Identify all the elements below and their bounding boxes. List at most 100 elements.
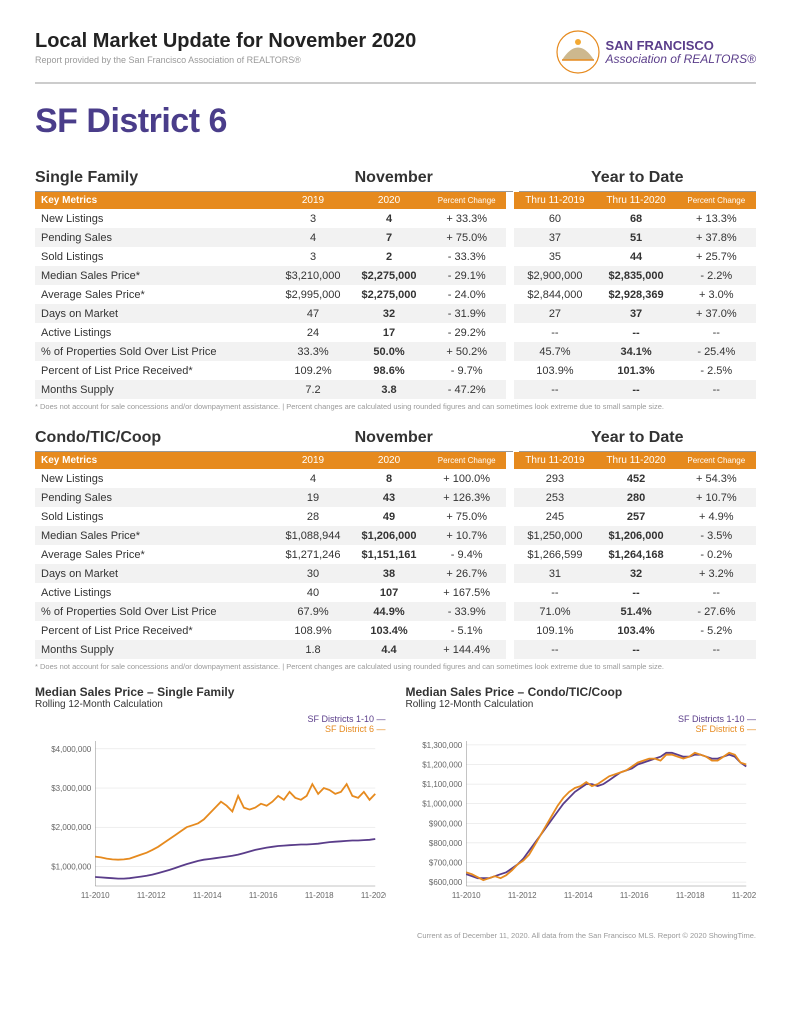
metric-name: Months Supply — [35, 380, 275, 399]
cell: -- — [677, 640, 756, 659]
table-footnote: * Does not account for sale concessions … — [35, 662, 756, 671]
district-title: SF District 6 — [35, 102, 756, 141]
cell: $1,151,161 — [351, 545, 427, 564]
cell: 43 — [351, 488, 427, 507]
line-series1 — [466, 753, 746, 878]
cell: -- — [677, 323, 756, 342]
table-row: Median Sales Price*$3,210,000$2,275,000-… — [35, 266, 756, 285]
metric-name: Days on Market — [35, 564, 275, 583]
cell: 4 — [351, 209, 427, 228]
cell: + 10.7% — [427, 526, 506, 545]
table-row: Median Sales Price*$1,088,944$1,206,000+… — [35, 526, 756, 545]
cell: 280 — [596, 488, 677, 507]
cell: 31 — [514, 564, 595, 583]
cell: 24 — [275, 323, 351, 342]
cell: + 50.2% — [427, 342, 506, 361]
cell: - 29.2% — [427, 323, 506, 342]
table-row: Percent of List Price Received*109.2%98.… — [35, 361, 756, 380]
table-row: Pending Sales1943+ 126.3%253280+ 10.7% — [35, 488, 756, 507]
cell: 40 — [275, 583, 351, 602]
cell: - 33.3% — [427, 247, 506, 266]
chart-subtitle: Rolling 12-Month Calculation — [35, 699, 386, 710]
org-line1: SAN FRANCISCO — [606, 39, 756, 53]
cell: 44 — [596, 247, 677, 266]
svg-text:$1,100,000: $1,100,000 — [422, 780, 463, 789]
cell: $3,210,000 — [275, 266, 351, 285]
metric-name: Pending Sales — [35, 488, 275, 507]
col-header: Percent Change — [677, 192, 756, 209]
cell: -- — [596, 380, 677, 399]
cell: -- — [677, 380, 756, 399]
table-footnote: * Does not account for sale concessions … — [35, 402, 756, 411]
metric-name: Median Sales Price* — [35, 526, 275, 545]
cell: + 25.7% — [677, 247, 756, 266]
cell: $1,266,599 — [514, 545, 595, 564]
metric-name: % of Properties Sold Over List Price — [35, 342, 275, 361]
col-header: Key Metrics — [35, 192, 275, 209]
legend-series2: SF District 6 — — [325, 724, 386, 734]
header-right: SAN FRANCISCO Association of REALTORS® — [556, 30, 756, 74]
table-row: Active Listings2417- 29.2%------ — [35, 323, 756, 342]
cell: $1,264,168 — [596, 545, 677, 564]
cell: + 100.0% — [427, 469, 506, 488]
svg-text:11-2014: 11-2014 — [193, 891, 222, 900]
col-header: Thru 11-2019 — [514, 192, 595, 209]
cell: - 5.2% — [677, 621, 756, 640]
cell: 108.9% — [275, 621, 351, 640]
cell: 107 — [351, 583, 427, 602]
metric-name: Percent of List Price Received* — [35, 361, 275, 380]
cell: $2,900,000 — [514, 266, 595, 285]
cell: $1,271,246 — [275, 545, 351, 564]
cell: 4 — [275, 228, 351, 247]
line-series1 — [95, 839, 375, 879]
metric-name: New Listings — [35, 469, 275, 488]
line-series2 — [466, 753, 746, 880]
cell: 3 — [275, 209, 351, 228]
cell: 45.7% — [514, 342, 595, 361]
table-row: Average Sales Price*$1,271,246$1,151,161… — [35, 545, 756, 564]
cell: 30 — [275, 564, 351, 583]
cell: $2,275,000 — [351, 285, 427, 304]
svg-text:11-2014: 11-2014 — [563, 891, 592, 900]
svg-text:11-2010: 11-2010 — [81, 891, 110, 900]
cell: 4 — [275, 469, 351, 488]
cell: 38 — [351, 564, 427, 583]
metric-name: Months Supply — [35, 640, 275, 659]
chart-title: Median Sales Price – Condo/TIC/Coop — [406, 685, 757, 699]
table-row: Months Supply7.23.8- 47.2%------ — [35, 380, 756, 399]
svg-text:11-2018: 11-2018 — [675, 891, 704, 900]
cell: $2,928,369 — [596, 285, 677, 304]
chart-title: Median Sales Price – Single Family — [35, 685, 386, 699]
cell: + 10.7% — [677, 488, 756, 507]
cell: $2,835,000 — [596, 266, 677, 285]
cell: - 9.4% — [427, 545, 506, 564]
svg-text:$1,300,000: $1,300,000 — [422, 741, 463, 750]
metric-name: Sold Listings — [35, 507, 275, 526]
table-row: % of Properties Sold Over List Price67.9… — [35, 602, 756, 621]
cell: $1,206,000 — [351, 526, 427, 545]
svg-text:$600,000: $600,000 — [428, 878, 462, 887]
metric-name: Median Sales Price* — [35, 266, 275, 285]
svg-text:11-2020: 11-2020 — [361, 891, 386, 900]
cell: + 26.7% — [427, 564, 506, 583]
table-row: Pending Sales47+ 75.0%3751+ 37.8% — [35, 228, 756, 247]
table-row: % of Properties Sold Over List Price33.3… — [35, 342, 756, 361]
cell: -- — [596, 640, 677, 659]
cell: - 33.9% — [427, 602, 506, 621]
cell: + 13.3% — [677, 209, 756, 228]
cell: 103.4% — [351, 621, 427, 640]
cell: $2,995,000 — [275, 285, 351, 304]
cell: 109.1% — [514, 621, 595, 640]
metric-name: Percent of List Price Received* — [35, 621, 275, 640]
cell: 37 — [514, 228, 595, 247]
cell: 103.4% — [596, 621, 677, 640]
table-section: Condo/TIC/Coop November Year to DateKey … — [35, 425, 756, 671]
header-left: Local Market Update for November 2020 Re… — [35, 30, 416, 65]
table-row: Active Listings40107+ 167.5%------ — [35, 583, 756, 602]
cell: + 144.4% — [427, 640, 506, 659]
cell: -- — [596, 323, 677, 342]
chart-subtitle: Rolling 12-Month Calculation — [406, 699, 757, 710]
cell: + 75.0% — [427, 507, 506, 526]
cell: 293 — [514, 469, 595, 488]
svg-text:11-2020: 11-2020 — [731, 891, 756, 900]
